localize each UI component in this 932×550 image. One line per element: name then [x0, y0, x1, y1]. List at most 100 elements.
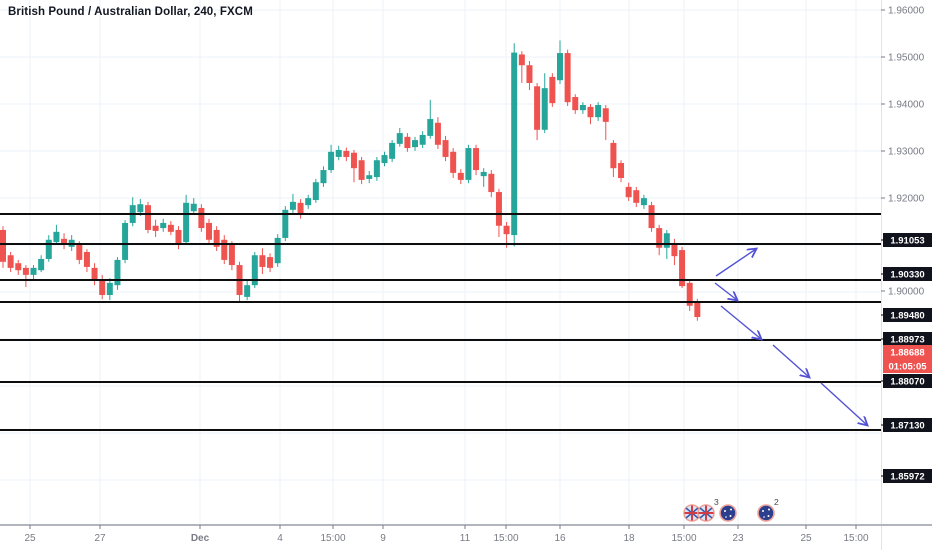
candle — [15, 259, 22, 275]
candle — [602, 105, 609, 141]
candle — [99, 274, 106, 300]
candle — [45, 235, 52, 262]
price-axis[interactable]: 1.96000 1.95000 1.94000 1.93000 1.92000 1.900… — [881, 6, 932, 484]
time-tick-label: 18 — [623, 533, 635, 544]
candle — [587, 104, 594, 125]
candle — [671, 238, 678, 266]
arrow-drawing[interactable] — [720, 305, 761, 339]
candle — [396, 127, 403, 147]
svg-text:1.85972: 1.85972 — [890, 472, 924, 483]
candle — [106, 278, 113, 301]
time-tick-label: 23 — [732, 533, 744, 544]
candle — [91, 263, 98, 286]
candle — [213, 226, 220, 252]
time-tick-label: 15:00 — [671, 533, 696, 544]
time-tick-label: 25 — [800, 533, 812, 544]
candle — [640, 194, 647, 209]
candle — [488, 170, 495, 198]
candle — [434, 117, 441, 149]
candle — [190, 198, 197, 215]
candle — [297, 199, 304, 219]
level-price-label: 1.88070 — [881, 374, 932, 388]
candle — [129, 197, 136, 227]
candle — [511, 43, 518, 247]
candle — [282, 206, 289, 242]
symbol-title: British Pound / Australian Dollar, 240, … — [8, 6, 253, 18]
candle — [320, 166, 327, 187]
candle — [289, 193, 296, 214]
candle — [259, 248, 266, 274]
candle — [404, 133, 411, 152]
candle — [366, 170, 373, 184]
candle — [206, 218, 213, 244]
level-price-label: 1.89480 — [881, 308, 932, 322]
time-tick-label: 25 — [24, 533, 36, 544]
candle — [389, 140, 396, 163]
candle — [76, 241, 83, 265]
candle — [495, 188, 502, 237]
level-price-label: 1.87130 — [881, 418, 932, 432]
time-tick-label: 4 — [277, 533, 283, 544]
svg-text:1.91053: 1.91053 — [890, 236, 924, 247]
candle — [312, 178, 319, 203]
candle — [442, 135, 449, 162]
candle — [610, 140, 617, 178]
candle — [686, 280, 693, 311]
candle — [335, 145, 342, 161]
arrow-drawing[interactable] — [820, 382, 867, 425]
candle — [244, 280, 251, 301]
time-tick-label: 15:00 — [493, 533, 518, 544]
au-flag-badge[interactable] — [719, 504, 737, 522]
price-tick-label: 1.96000 — [888, 6, 925, 17]
time-tick-label: 16 — [554, 533, 566, 544]
candle — [30, 265, 37, 281]
arrow-drawing[interactable] — [772, 344, 809, 377]
svg-text:1.90330: 1.90330 — [890, 270, 924, 281]
candle — [633, 186, 640, 208]
candle — [564, 49, 571, 106]
candle — [305, 194, 312, 209]
time-tick-label: 27 — [94, 533, 106, 544]
candle — [549, 73, 556, 107]
candle — [679, 246, 686, 288]
price-tick-label: 1.92000 — [888, 194, 925, 205]
candle — [625, 182, 632, 201]
svg-text:1.87130: 1.87130 — [890, 421, 924, 432]
candle — [0, 226, 6, 268]
candle — [450, 148, 457, 179]
level-price-label: 1.90330 — [881, 267, 932, 281]
time-tick-label: 9 — [380, 533, 386, 544]
svg-text:01:05:05: 01:05:05 — [888, 362, 927, 373]
candle — [648, 201, 655, 232]
price-tick-label: 1.95000 — [888, 53, 925, 64]
time-axis[interactable]: 25 27 Dec 4 15:00 9 11 15:00 16 18 15:00 23 25 15:00 — [24, 525, 869, 544]
candle — [38, 255, 45, 273]
time-tick-label: 11 — [460, 533, 471, 544]
candle — [473, 144, 480, 176]
candle — [534, 83, 541, 141]
candle — [556, 40, 563, 84]
arrow-drawing[interactable] — [714, 282, 737, 300]
price-tick-label: 1.94000 — [888, 100, 925, 111]
candle — [618, 160, 625, 183]
candle — [221, 235, 228, 265]
candle — [7, 251, 14, 273]
candle — [595, 102, 602, 121]
arrow-drawing[interactable] — [715, 249, 756, 277]
candle — [480, 168, 487, 187]
candle — [160, 218, 167, 232]
level-price-label: 1.88973 — [881, 332, 932, 346]
candle — [343, 147, 350, 162]
au-flag-badge[interactable]: 2 — [757, 497, 779, 522]
level-price-label: 1.85972 — [881, 469, 932, 483]
gb-flag-badge[interactable]: 3 — [697, 497, 719, 522]
candle — [53, 224, 60, 244]
svg-text:1.88070: 1.88070 — [890, 377, 924, 388]
candle — [518, 51, 525, 84]
level-price-label: 1.91053 — [881, 233, 932, 247]
candle — [350, 149, 357, 183]
candle — [656, 224, 663, 256]
time-tick-label: 15:00 — [320, 533, 345, 544]
candle — [328, 144, 335, 173]
